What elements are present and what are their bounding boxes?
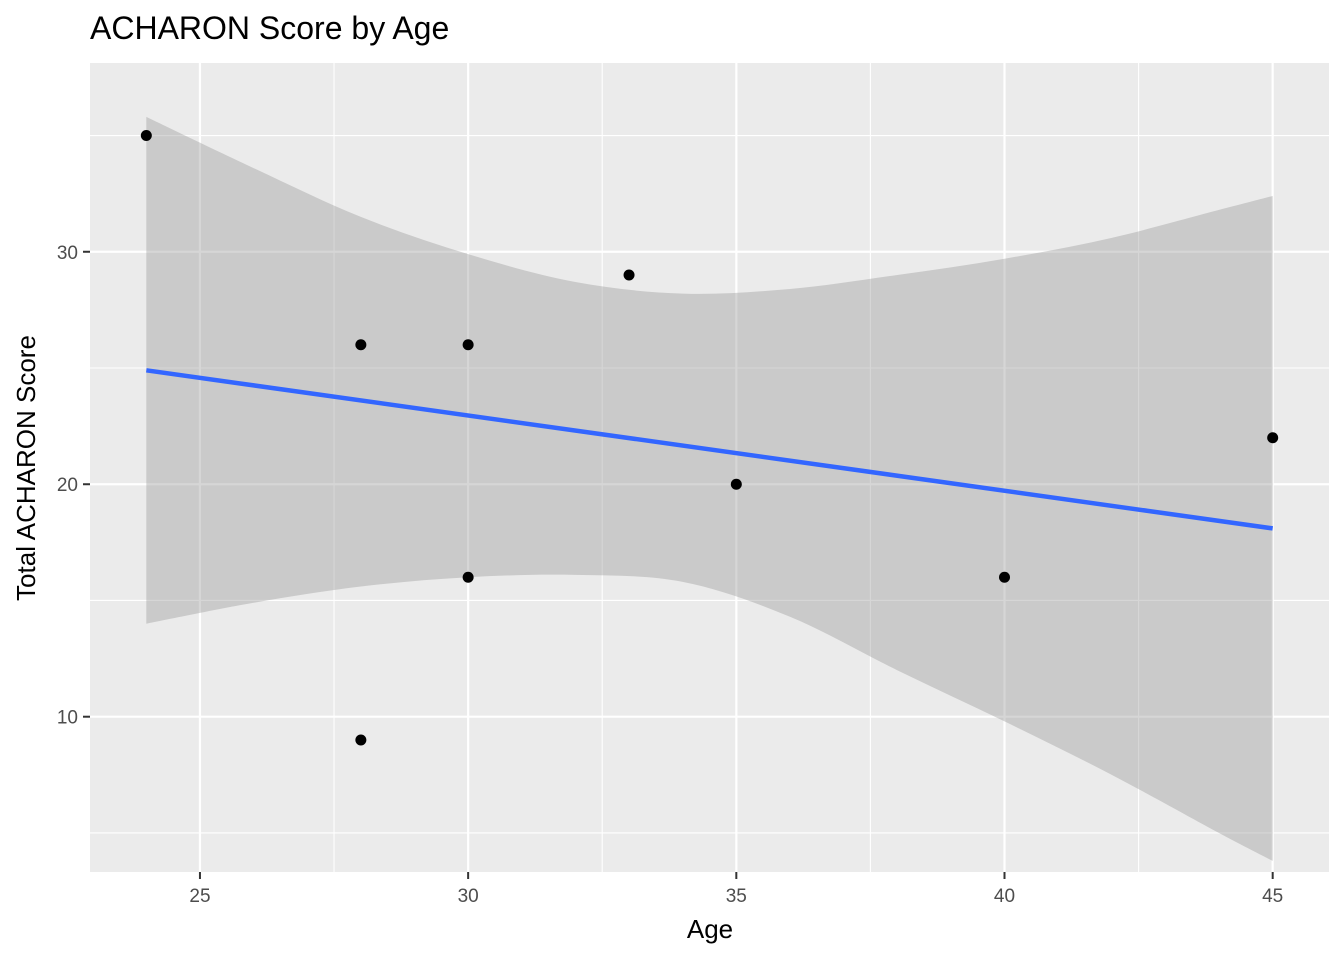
x-axis-title: Age [687, 914, 733, 944]
x-tick-label: 35 [726, 886, 747, 907]
data-point [462, 339, 474, 351]
data-point [730, 478, 742, 490]
y-tick-label: 10 [57, 708, 78, 729]
minor-gridlines [90, 63, 1329, 872]
data-point [355, 734, 367, 746]
trend-line [146, 368, 1273, 531]
y-tick-label: 30 [57, 243, 78, 264]
y-tick-label: 20 [57, 475, 78, 496]
data-point [140, 130, 152, 142]
data-points [140, 130, 1279, 746]
data-point [1267, 432, 1279, 444]
y-axis: 10 20 30 [57, 243, 90, 729]
data-point [355, 339, 367, 351]
confidence-band [146, 116, 1273, 861]
x-tick-label: 40 [994, 886, 1015, 907]
plot-panel [90, 63, 1329, 872]
x-tick-label: 25 [189, 886, 210, 907]
x-tick-label: 30 [458, 886, 479, 907]
x-axis: 25 30 35 40 45 [189, 872, 1283, 907]
x-tick-label: 45 [1262, 886, 1283, 907]
y-axis-title: Total ACHARON Score [11, 335, 41, 601]
data-point [999, 571, 1010, 583]
major-gridlines [90, 63, 1329, 872]
data-point [462, 571, 474, 583]
chart-title: ACHARON Score by Age [90, 10, 449, 46]
data-point [623, 269, 635, 281]
